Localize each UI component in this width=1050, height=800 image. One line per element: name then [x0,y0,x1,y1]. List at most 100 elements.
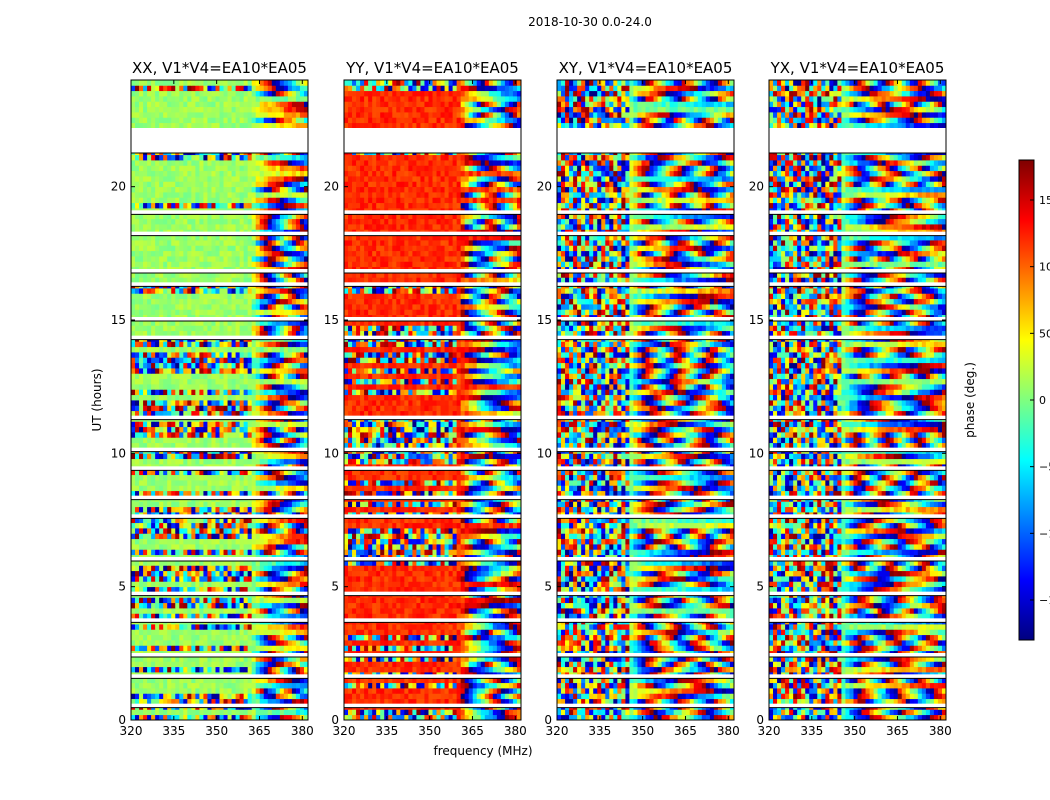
heatmap-cell [215,368,219,374]
heatmap-cell [296,523,300,529]
heatmap-cell [211,587,215,593]
heatmap-cell [155,683,159,689]
heatmap-cell [244,571,248,577]
heatmap-cell [195,480,199,486]
heatmap-cell [228,640,232,646]
heatmap-cell [175,587,179,593]
heatmap-cell [252,608,256,614]
heatmap-cell [236,443,240,449]
heatmap-cell [195,453,199,459]
heatmap-cell [280,640,284,646]
heatmap-cell [215,491,219,497]
figure-suptitle: 2018-10-30 0.0-24.0 [528,15,652,29]
heatmap-cell [159,357,163,363]
heatmap-cell [284,576,288,582]
heatmap-cell [195,400,199,406]
heatmap-cell [220,699,224,705]
heatmap-cell [248,352,252,358]
heatmap-cell [272,453,276,459]
heatmap-cell [236,571,240,577]
heatmap-cell [175,395,179,401]
heatmap-cell [135,384,139,390]
heatmap-cell [147,475,151,481]
heatmap-cell [203,437,207,443]
heatmap-cell [159,565,163,571]
heatmap-cell [284,357,288,363]
heatmap-cell [131,363,135,369]
heatmap-cell [163,587,167,593]
heatmap-cell [171,373,175,379]
heatmap-cell [147,480,151,486]
heatmap-cell [143,357,147,363]
heatmap-cell [256,603,260,609]
heatmap-cell [195,379,199,385]
heatmap-cell [215,389,219,395]
heatmap-cell [236,587,240,593]
heatmap-cell [292,507,296,513]
heatmap-cell [276,485,280,491]
heatmap-cell [244,523,248,529]
heatmap-cell [264,443,268,449]
heatmap-cell [288,357,292,363]
heatmap-cell [179,411,183,417]
heatmap-cell [280,576,284,582]
heatmap-cell [240,507,244,513]
heatmap-cell [264,635,268,641]
heatmap-cell [244,395,248,401]
heatmap-cell [167,624,171,630]
heatmap-cell [147,523,151,529]
heatmap-cell [232,613,236,619]
heatmap-cell [163,368,167,374]
heatmap-cell [296,357,300,363]
heatmap-cell [244,539,248,545]
heatmap-cell [211,645,215,651]
heatmap-cell [268,603,272,609]
heatmap-cell [135,629,139,635]
heatmap-cell [288,581,292,587]
heatmap-cell [248,608,252,614]
heatmap-cell [256,581,260,587]
heatmap-cell [215,480,219,486]
heatmap-cell [131,624,135,630]
heatmap-cell [260,352,264,358]
heatmap-cell [260,699,264,705]
heatmap-cell [151,549,155,555]
heatmap-cell [228,523,232,529]
heatmap-cell [139,571,143,577]
heatmap-cell [240,528,244,534]
heatmap-cell [163,528,167,534]
heatmap-cell [288,459,292,465]
heatmap-cell [135,613,139,619]
heatmap-cell [272,507,276,513]
heatmap-cell [288,533,292,539]
heatmap-cell [171,523,175,529]
heatmap-cell [215,523,219,529]
heatmap-cell [215,693,219,699]
heatmap-cell [228,576,232,582]
heatmap-cell [131,571,135,577]
heatmap-cell [236,640,240,646]
heatmap-cell [248,667,252,673]
heatmap-cell [300,384,304,390]
heatmap-cell [135,533,139,539]
heatmap-cell [139,565,143,571]
heatmap-cell [191,571,195,577]
heatmap-cell [288,688,292,694]
heatmap-cell [147,363,151,369]
heatmap-cell [171,533,175,539]
heatmap-cell [288,432,292,438]
heatmap-cell [292,421,296,427]
heatmap-cell [179,453,183,459]
heatmap-cell [187,453,191,459]
heatmap-cell [268,693,272,699]
heatmap-cell [167,352,171,358]
heatmap-cell [171,427,175,433]
heatmap-cell [240,667,244,673]
heatmap-cell [159,373,163,379]
heatmap-cell [300,491,304,497]
heatmap-cell [228,565,232,571]
heatmap-cell [228,475,232,481]
heatmap-cell [163,699,167,705]
heatmap-cell [175,581,179,587]
heatmap-cell [195,597,199,603]
